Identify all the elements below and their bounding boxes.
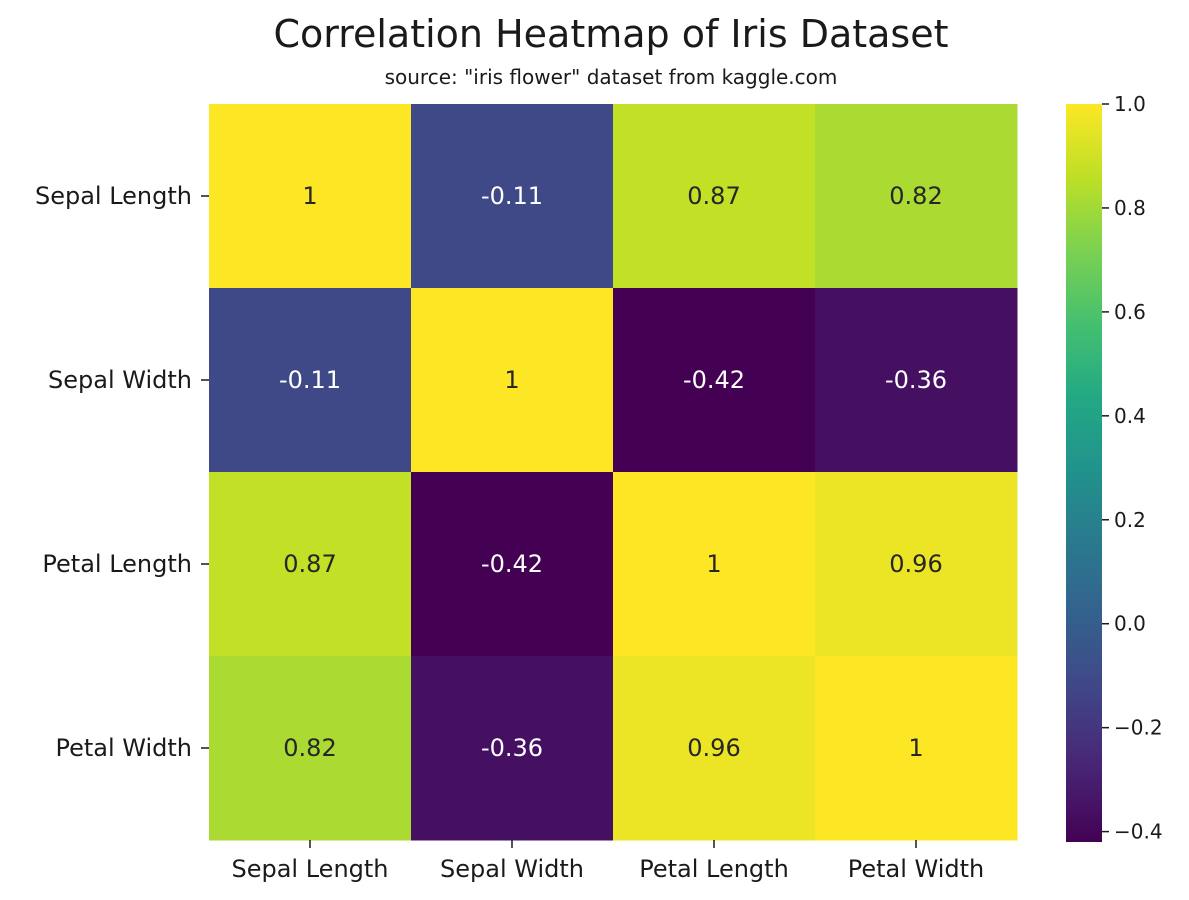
x-tick-label: Petal Length	[639, 855, 789, 883]
y-tick-label: Petal Width	[55, 734, 192, 762]
heatmap-cell-sepal-length-petal-width	[815, 104, 1018, 289]
colorbar-tick-label: 0.2	[1114, 508, 1146, 532]
y-tick-label: Sepal Width	[48, 366, 192, 394]
chart-title: Correlation Heatmap of Iris Dataset	[273, 12, 948, 56]
colorbar-tick-label: 1.0	[1114, 92, 1146, 116]
heatmap-cell-petal-width-sepal-width	[411, 656, 614, 841]
colorbar-tick-label: 0.0	[1114, 612, 1146, 636]
cell-label: 0.82	[889, 182, 942, 210]
cell-label: 1	[504, 366, 519, 394]
heatmap-cell-petal-length-sepal-length	[209, 472, 412, 657]
x-tick-label: Petal Width	[848, 855, 985, 883]
chart-subtitle: source: "iris flower" dataset from kaggl…	[385, 65, 838, 89]
heatmap-cell-sepal-length-petal-length	[613, 104, 816, 289]
x-axis: Sepal Length Sepal Width Petal Length Petal…	[231, 840, 984, 883]
x-tick-label: Sepal Width	[440, 855, 584, 883]
cell-label: 1	[706, 550, 721, 578]
cell-label: -0.42	[481, 550, 543, 578]
colorbar-tick-label: 0.4	[1114, 404, 1146, 428]
colorbar-tick-label: −0.2	[1114, 716, 1163, 740]
colorbar-tick-label: −0.4	[1114, 820, 1163, 844]
cell-label: 1	[302, 182, 317, 210]
cell-label: -0.36	[481, 734, 543, 762]
heatmap-cell-petal-length-petal-width	[815, 472, 1018, 657]
cell-label: -0.42	[683, 366, 745, 394]
heatmap-cell-sepal-length-sepal-width	[411, 104, 614, 289]
cell-label: 1	[908, 734, 923, 762]
heatmap-cell-sepal-width-sepal-length	[209, 288, 412, 473]
x-tick-label: Sepal Length	[231, 855, 388, 883]
heatmap-cell-petal-width-petal-width	[815, 656, 1018, 841]
colorbar	[1066, 104, 1102, 842]
cell-label: 0.96	[687, 734, 740, 762]
cell-label: -0.11	[279, 366, 341, 394]
cell-label: 0.96	[889, 550, 942, 578]
heatmap-cell-sepal-length-sepal-length	[209, 104, 412, 289]
cell-label: -0.11	[481, 182, 543, 210]
y-tick-label: Petal Length	[42, 550, 192, 578]
cell-label: 0.87	[283, 550, 336, 578]
y-tick-label: Sepal Length	[35, 182, 192, 210]
heatmap-cell-petal-width-petal-length	[613, 656, 816, 841]
colorbar-axis: 1.0 0.8 0.6 0.4 0.2 0.0 −0.2 −0.4	[1102, 92, 1163, 844]
heatmap-cell-sepal-width-petal-length	[613, 288, 816, 473]
heatmap-cell-labels: 1 -0.11 0.87 0.82 -0.11 1 -0.42 -0.36 0.87 -0.42 1…	[279, 182, 947, 762]
y-axis: Sepal Length Sepal Width Petal Length Petal…	[35, 182, 209, 762]
colorbar-tick-label: 0.8	[1114, 196, 1146, 220]
heatmap-cell-petal-width-sepal-length	[209, 656, 412, 841]
heatmap-cell-sepal-width-sepal-width	[411, 288, 614, 473]
colorbar-tick-label: 0.6	[1114, 300, 1146, 324]
cell-label: -0.36	[885, 366, 947, 394]
heatmap-cells	[209, 104, 1018, 841]
cell-label: 0.82	[283, 734, 336, 762]
cell-label: 0.87	[687, 182, 740, 210]
heatmap-cell-petal-length-sepal-width	[411, 472, 614, 657]
heatmap-cell-sepal-width-petal-width	[815, 288, 1018, 473]
heatmap-cell-petal-length-petal-length	[613, 472, 816, 657]
